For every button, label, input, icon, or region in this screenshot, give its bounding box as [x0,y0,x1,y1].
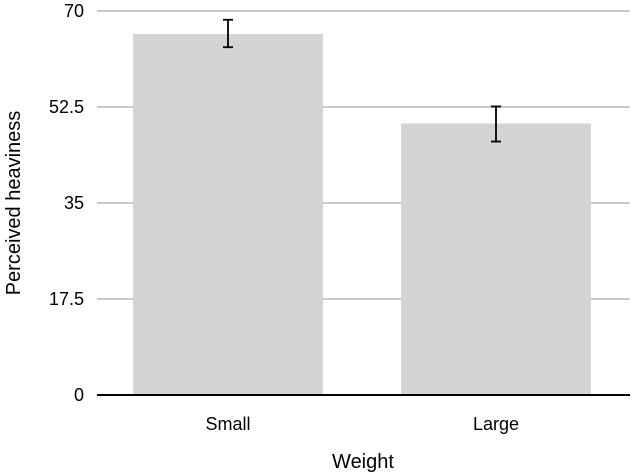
error-bars [223,18,501,143]
x-tick-label-small: Small [205,414,250,434]
y-tick-label-2: 35 [64,193,84,213]
x-tick-label-large: Large [473,414,519,434]
bar-small [133,34,323,395]
y-tick-label-0: 0 [74,385,84,405]
x-axis-title: Weight [332,451,394,473]
y-tick-label-1: 17.5 [49,289,84,309]
error-bar-small [223,18,233,49]
y-axis-title: Perceived heaviness [3,111,25,296]
bars [133,34,591,395]
y-tick-label-3: 52.5 [49,97,84,117]
y-tick-labels: 0 17.5 35 52.5 70 [49,1,84,405]
y-tick-label-4: 70 [64,1,84,21]
x-tick-labels: Small Large [205,414,519,434]
bar-large [401,123,591,395]
error-bar-large [491,105,501,143]
